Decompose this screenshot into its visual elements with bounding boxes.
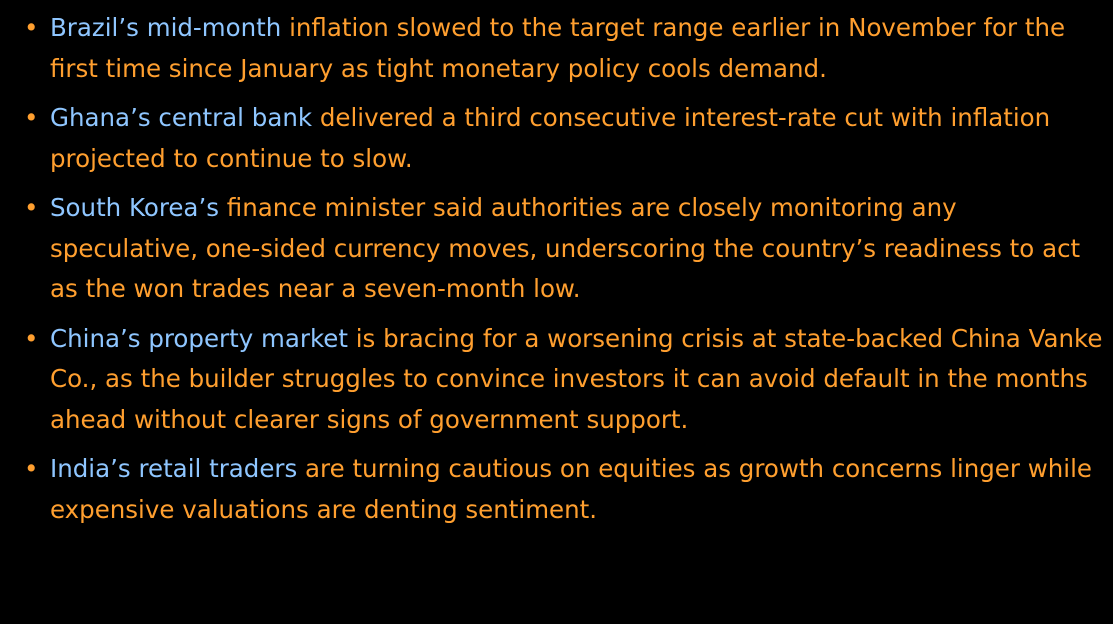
news-list: • Brazil’s mid-month inflation slowed to … [0,8,1105,530]
news-text: is bracing for a worsening crisis at sta… [50,323,1103,434]
news-link[interactable]: Brazil’s mid-month [50,13,282,42]
news-item: • India’s retail traders are turning caut… [0,449,1105,530]
bullet: • [24,103,39,132]
bullet: • [24,193,39,222]
bullet: • [24,13,39,42]
news-link[interactable]: India’s retail traders [50,454,298,483]
news-text: inflation slowed to the target range ear… [50,13,1066,83]
news-item: • Ghana’s central bank delivered a third … [0,98,1105,179]
news-item: • Brazil’s mid-month inflation slowed to … [0,8,1105,89]
news-link[interactable]: South Korea’s [50,193,219,222]
news-link[interactable]: Ghana’s central bank [50,103,313,132]
news-link[interactable]: China’s property market [50,323,348,353]
news-text: are turning cautious on equities as grow… [50,454,1092,524]
bullet: • [24,454,39,483]
news-item: • South Korea’s finance minister said aut… [0,188,1105,310]
news-text: finance minister said authorities are cl… [50,193,1081,303]
news-text: delivered a third consecutive interest-r… [50,103,1051,173]
news-item: • China’s property market is bracing for … [0,319,1105,441]
bullet: • [24,323,39,353]
